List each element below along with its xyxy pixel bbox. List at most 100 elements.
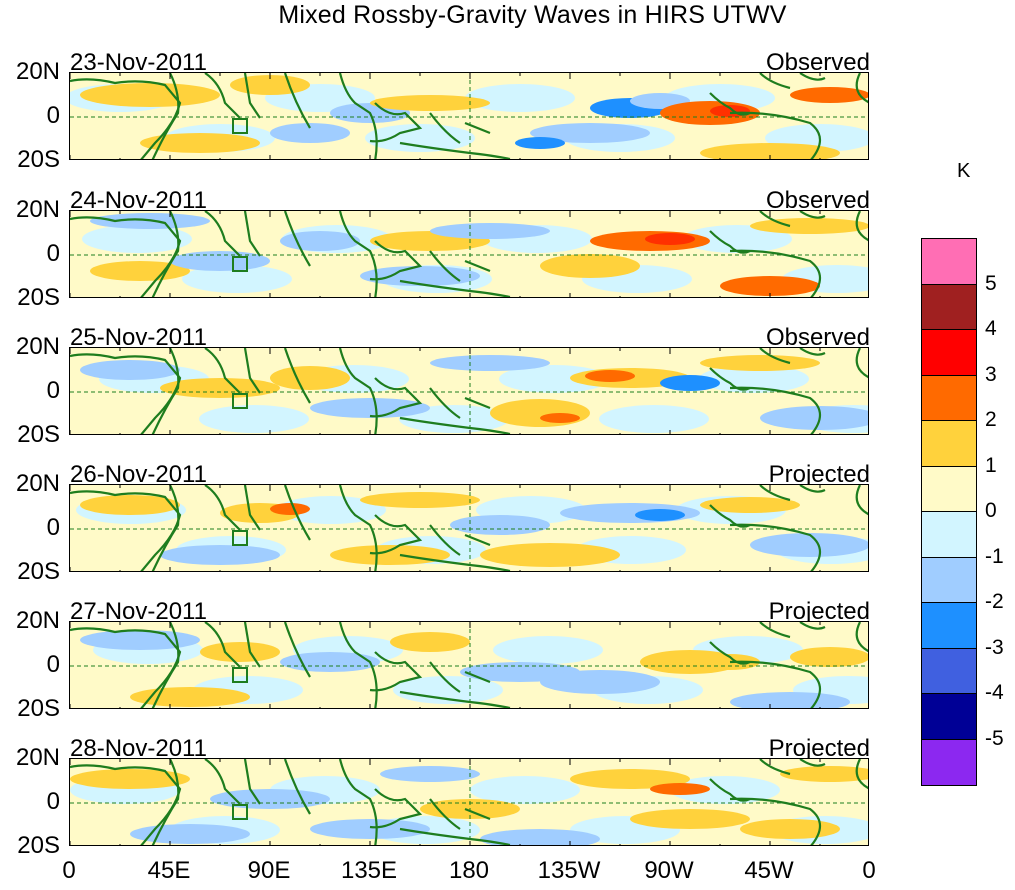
anomaly-blob — [760, 406, 868, 430]
anomaly-blob — [380, 766, 480, 782]
coastline — [855, 73, 868, 104]
coastline — [369, 240, 423, 281]
coastline — [709, 367, 751, 391]
anomaly-blob — [200, 642, 280, 662]
panel-date: 26-Nov-2011 — [70, 461, 207, 488]
region-box — [232, 530, 248, 546]
map-frame — [69, 758, 869, 846]
coastline — [799, 759, 826, 767]
coastline — [464, 259, 491, 273]
colorbar-units: K — [957, 160, 971, 182]
latitude-label: 20N — [15, 58, 60, 85]
coastline — [855, 348, 868, 379]
coastline — [243, 348, 261, 394]
map-frame — [69, 347, 869, 435]
anomaly-blob — [160, 378, 280, 398]
latitude-label: 20N — [15, 196, 60, 223]
coastline — [799, 211, 826, 219]
anomaly-map — [70, 73, 868, 159]
coastline — [759, 485, 791, 502]
anomaly-blob — [80, 83, 220, 107]
longitude-label: 45E — [147, 857, 191, 884]
anomaly-blob — [780, 766, 868, 782]
panel-status: Projected — [768, 461, 870, 488]
coastline — [369, 788, 423, 829]
anomaly-blob — [80, 630, 200, 650]
map-panel: 25-Nov-2011 Observed 20N 0 20S — [0, 325, 880, 457]
anomaly-blob — [80, 360, 180, 380]
coastline — [369, 377, 423, 418]
anomaly-blob — [540, 413, 580, 423]
coastline — [243, 759, 261, 805]
coastline — [729, 523, 822, 571]
anomaly-blob — [70, 769, 190, 789]
panel-status: Observed — [765, 187, 870, 214]
anomaly-blob — [393, 676, 503, 704]
colorbar-label: 2 — [985, 408, 997, 431]
coastline — [338, 211, 378, 297]
coastline — [759, 348, 791, 365]
anomaly-blob — [270, 366, 350, 390]
longitude-label: 90W — [644, 857, 694, 884]
latitude-label: 20S — [17, 695, 60, 722]
longitude-axis: 0 45E 90E 135E 180 135W 90W 45W 0 — [0, 858, 1015, 890]
anomaly-blob — [540, 254, 640, 278]
coastline — [855, 759, 868, 790]
coastline — [369, 102, 423, 143]
longitude-label: 0 — [62, 857, 76, 884]
latitude-label: 20S — [17, 146, 60, 173]
anomaly-blob — [430, 223, 550, 239]
anomaly-blob — [493, 636, 603, 664]
map-frame — [69, 72, 869, 160]
anomaly-blob — [450, 515, 550, 535]
latitude-label: 0 — [46, 651, 60, 678]
anomaly-blob — [530, 123, 650, 143]
panel-status: Projected — [768, 598, 870, 625]
anomaly-blob — [430, 355, 550, 371]
coastline — [70, 764, 182, 845]
latitude-label: 20S — [17, 421, 60, 448]
anomaly-blob — [160, 545, 280, 565]
anomaly-blob — [365, 124, 475, 152]
coastline — [429, 661, 461, 693]
anomaly-blob — [80, 495, 180, 515]
anomaly-blob — [645, 233, 695, 245]
latitude-label: 0 — [46, 514, 60, 541]
panel-date: 28-Nov-2011 — [70, 735, 207, 762]
panel-status: Observed — [765, 324, 870, 351]
coastline — [429, 112, 461, 144]
anomaly-blob — [790, 647, 868, 667]
region-box — [232, 118, 248, 134]
coastline — [151, 211, 180, 297]
latitude-label: 0 — [46, 240, 60, 267]
panel-date: 23-Nov-2011 — [70, 49, 207, 76]
coastline — [338, 622, 378, 708]
anomaly-blob — [499, 365, 609, 393]
coastline — [283, 211, 311, 267]
anomaly-map — [70, 485, 868, 571]
map-frame — [69, 484, 869, 572]
coastline — [464, 533, 491, 547]
panel-date: 24-Nov-2011 — [70, 187, 207, 214]
coastline — [709, 230, 751, 254]
coastline — [855, 485, 868, 516]
coastline — [464, 396, 491, 410]
coastline — [759, 211, 791, 228]
coastline — [283, 622, 311, 678]
anomaly-blob — [720, 276, 820, 296]
colorbar-label: 0 — [985, 499, 997, 522]
panel-date: 27-Nov-2011 — [70, 598, 207, 625]
panel-status: Observed — [765, 49, 870, 76]
coastline — [204, 759, 241, 805]
longitude-label: 135E — [340, 857, 398, 884]
coastline — [729, 111, 822, 159]
colorbar-label: 5 — [985, 271, 997, 295]
coastline — [151, 485, 180, 571]
anomaly-blob — [399, 405, 509, 433]
coastline — [464, 807, 491, 821]
anomaly-blob — [360, 266, 480, 286]
anomaly-blob — [730, 692, 850, 708]
coastline — [759, 622, 791, 639]
colorbar-box — [922, 557, 976, 603]
colorbar-box — [922, 330, 976, 376]
